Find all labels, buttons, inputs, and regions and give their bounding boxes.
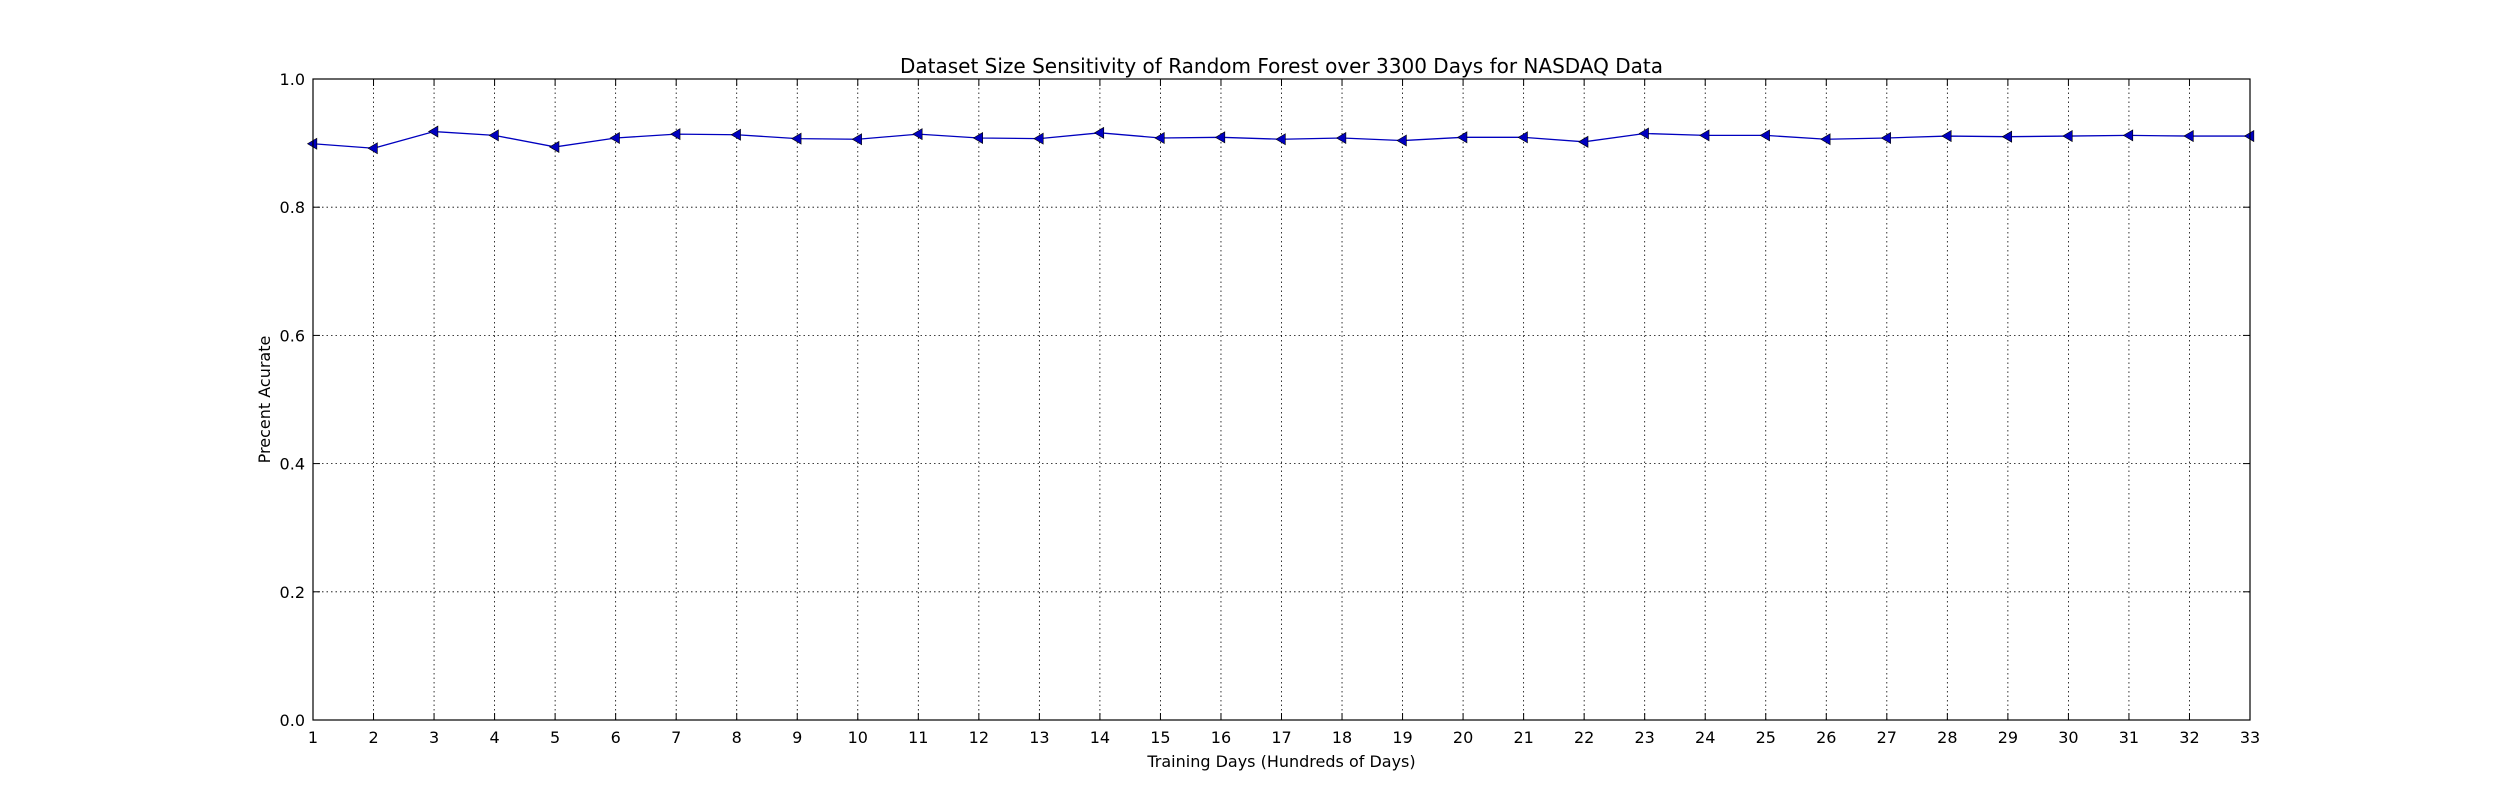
data-point-marker bbox=[427, 125, 439, 138]
x-tick-label: 14 bbox=[1090, 728, 1110, 747]
x-tick-label: 27 bbox=[1877, 728, 1897, 747]
x-tick-label: 3 bbox=[429, 728, 439, 747]
x-axis-label: Training Days (Hundreds of Days) bbox=[1146, 752, 1415, 771]
y-tick-label: 0.0 bbox=[280, 711, 305, 730]
data-point-marker bbox=[549, 140, 560, 153]
data-point-marker bbox=[488, 129, 499, 142]
data-point-marker bbox=[1275, 133, 1286, 146]
data-point-marker bbox=[1093, 126, 1105, 139]
data-point-marker bbox=[1941, 130, 1952, 143]
data-point-marker bbox=[851, 133, 862, 146]
data-point-marker bbox=[730, 128, 741, 141]
data-point-marker bbox=[1033, 132, 1044, 145]
data-point-marker bbox=[1638, 127, 1649, 140]
x-tick-label: 16 bbox=[1211, 728, 1231, 747]
x-tick-label: 13 bbox=[1029, 728, 1049, 747]
x-tick-label: 1 bbox=[308, 728, 318, 747]
x-tick-label: 20 bbox=[1453, 728, 1473, 747]
chart-title: Dataset Size Sensitivity of Random Fores… bbox=[900, 54, 1663, 78]
x-tick-label: 28 bbox=[1937, 728, 1957, 747]
data-point-marker bbox=[609, 131, 620, 144]
x-tick-label: 9 bbox=[792, 728, 802, 747]
data-point-marker bbox=[1578, 135, 1589, 148]
data-point-marker bbox=[1759, 129, 1770, 142]
data-point-marker bbox=[972, 131, 983, 144]
series bbox=[306, 125, 2255, 155]
x-tick-label: 25 bbox=[1756, 728, 1776, 747]
data-point-marker bbox=[2122, 129, 2134, 142]
x-tick-label: 31 bbox=[2119, 728, 2139, 747]
data-point-marker bbox=[2243, 130, 2255, 143]
data-point-marker bbox=[1880, 131, 1891, 144]
x-tick-label: 15 bbox=[1150, 728, 1170, 747]
data-point-marker bbox=[1335, 131, 1347, 144]
x-tick-label: 33 bbox=[2240, 728, 2260, 747]
x-tick-label: 2 bbox=[368, 728, 378, 747]
x-tick-label: 22 bbox=[1574, 728, 1594, 747]
x-tick-label: 8 bbox=[732, 728, 742, 747]
x-tick-label: 26 bbox=[1816, 728, 1836, 747]
x-tick-label: 19 bbox=[1392, 728, 1412, 747]
data-point-marker bbox=[2001, 130, 2013, 143]
x-tick-label: 6 bbox=[611, 728, 621, 747]
data-point-marker bbox=[1396, 134, 1407, 147]
x-tick-label: 21 bbox=[1513, 728, 1533, 747]
x-tick-label: 7 bbox=[671, 728, 681, 747]
data-point-marker bbox=[791, 132, 802, 145]
data-point-marker bbox=[2062, 130, 2073, 143]
y-tick-label: 0.8 bbox=[280, 198, 305, 217]
data-point-marker bbox=[1457, 131, 1468, 144]
data-point-marker bbox=[670, 128, 681, 141]
data-point-marker bbox=[367, 142, 378, 155]
data-point-marker bbox=[2183, 130, 2194, 143]
data-point-marker bbox=[1214, 131, 1226, 144]
y-tick-label: 0.4 bbox=[280, 455, 305, 474]
x-tick-label: 30 bbox=[2058, 728, 2078, 747]
x-tick-label: 29 bbox=[1998, 728, 2018, 747]
y-tick-label: 1.0 bbox=[280, 70, 305, 89]
y-axis-label: Precent Acurate bbox=[255, 336, 274, 464]
data-point-marker bbox=[912, 128, 923, 141]
x-tick-label: 24 bbox=[1695, 728, 1715, 747]
grid bbox=[312, 78, 2251, 721]
data-point-marker bbox=[1517, 131, 1528, 144]
x-tick-label: 12 bbox=[969, 728, 989, 747]
x-tick-label: 10 bbox=[848, 728, 868, 747]
x-tick-label: 17 bbox=[1271, 728, 1291, 747]
y-tick-label: 0.2 bbox=[280, 583, 305, 602]
y-tick-label: 0.6 bbox=[280, 326, 305, 345]
x-tick-label: 32 bbox=[2179, 728, 2199, 747]
ticks: 1 2 3 4 5 6 7 8 9 10 11 12 13 14 15 16 17 18 19 20 21 22 23 24 2… bbox=[280, 70, 2261, 747]
x-tick-label: 4 bbox=[490, 728, 500, 747]
x-tick-label: 5 bbox=[550, 728, 560, 747]
x-tick-label: 11 bbox=[908, 728, 928, 747]
x-tick-label: 23 bbox=[1635, 728, 1655, 747]
data-point-marker bbox=[306, 137, 318, 150]
data-point-marker bbox=[1154, 131, 1165, 144]
data-point-marker bbox=[1820, 133, 1831, 146]
x-tick-label: 18 bbox=[1332, 728, 1352, 747]
data-point-marker bbox=[1699, 129, 1710, 142]
